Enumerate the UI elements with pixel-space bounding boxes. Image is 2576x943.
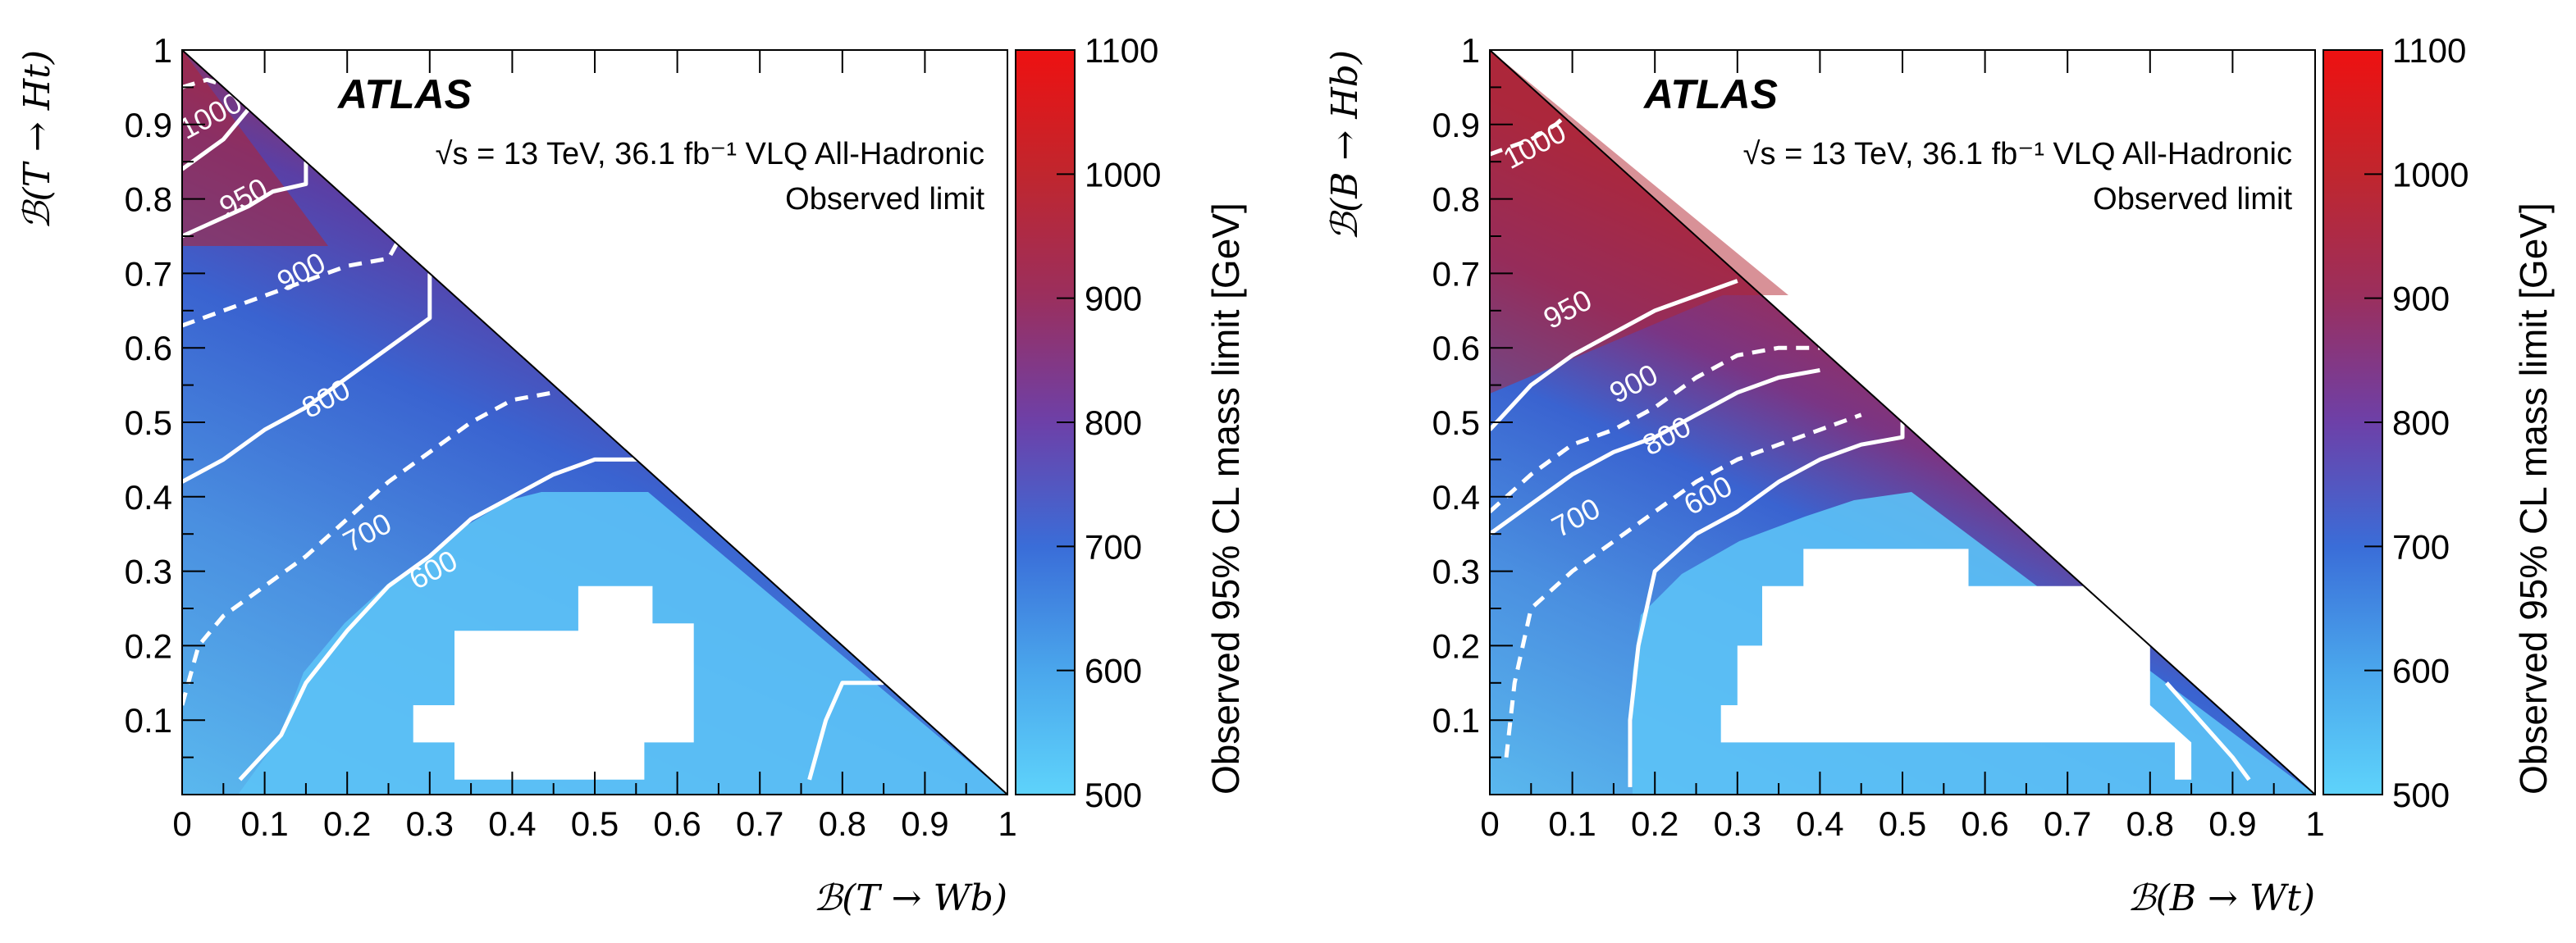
left-x-axis-title: ℬ(T → Wb) [814,877,1008,919]
right-y-tick-label-5: 0.6 [1432,329,1480,367]
right-x-tick-label-0: 0 [1480,804,1499,843]
right-contour-600-6 [2165,681,2251,781]
left-y-tick-label-9: 1 [153,31,172,70]
right-y-tick-label-6: 0.7 [1432,254,1480,293]
right-cb-tick-label-6: 1100 [2392,31,2466,70]
left-contours [180,77,884,781]
right-x-tick-label-10: 1 [2305,804,2324,843]
left-y-tick-label-6: 0.7 [125,254,172,293]
left-x-tick-label-2: 0.2 [323,804,371,843]
right-y-ticks: 0.1 0.2 0.3 0.4 0.5 0.6 0.7 0.8 0.9 1 [1432,31,1513,758]
left-cb-tick-label-2: 700 [1085,527,1142,566]
left-contour-600-7 [807,681,884,781]
left-contour-1000-1 [180,108,250,171]
right-cb-tick-label-1: 600 [2392,652,2450,690]
left-y-tick-label-5: 0.6 [125,329,172,367]
left-y-tick-label-0: 0.1 [125,701,172,740]
left-x-tick-label-8: 0.8 [819,804,866,843]
right-diagonal [1489,49,2316,795]
right-cb-tick-label-4: 900 [2392,280,2450,318]
left-y-tick-label-7: 0.8 [125,180,172,219]
right-y-tick-label-1: 0.2 [1432,626,1480,665]
left-y-tick-label-1: 0.2 [125,626,172,665]
right-x-tick-label-8: 0.8 [2126,804,2174,843]
left-y-tick-label-4: 0.5 [125,403,172,442]
right-y-tick-label-0: 0.1 [1432,701,1480,740]
left-cb-tick-label-1: 600 [1085,652,1142,690]
right-colorbar-title: Observed 95% CL mass limit [GeV] [2512,203,2555,795]
right-x-tick-label-5: 0.5 [1879,804,1926,843]
right-x-tick-label-3: 0.3 [1714,804,1761,843]
left-cb-tick-label-3: 800 [1085,403,1142,442]
left-x-tick-label-1: 0.1 [240,804,288,843]
right-contour-900-2 [1488,345,1820,513]
left-energy-label: √s = 13 TeV, 36.1 fb⁻¹ VLQ All-Hadronic [436,137,984,171]
left-cb-tick-label-5: 1000 [1085,155,1161,194]
right-y-axis-title: ℬ(B → Hb) [1324,50,1366,241]
left-y-tick-label-3: 0.4 [125,478,172,517]
right-high-mass-corner [1490,50,1788,394]
right-y-tick-label-7: 0.8 [1432,180,1480,219]
right-x-ticks: 0 0.1 0.2 0.3 0.4 0.5 0.6 0.7 0.8 0.9 1 [1480,50,2325,843]
left-contour-950-2 [180,162,308,239]
left-white-hole-0 [413,585,694,780]
right-x-tick-label-9: 0.9 [2208,804,2256,843]
right-contour-800-3 [1488,367,1820,536]
left-x-tick-label-5: 0.5 [571,804,619,843]
left-colorbar-title: Observed 95% CL mass limit [GeV] [1204,203,1247,795]
right-x-tick-label-2: 0.2 [1631,804,1679,843]
right-contours [1488,107,2251,787]
left-x-ticks: 0 0.1 0.2 0.3 0.4 0.5 0.6 0.7 0.8 0.9 1 [172,50,1017,843]
left-cb-tick-label-6: 1100 [1085,31,1158,70]
right-cb-tick-label-5: 1000 [2392,155,2469,194]
right-x-tick-label-4: 0.4 [1796,804,1843,843]
left-y-ticks: 0.1 0.2 0.3 0.4 0.5 0.6 0.7 0.8 0.9 1 [125,31,205,758]
left-cb-tick-label-0: 500 [1085,776,1142,814]
left-x-tick-label-3: 0.3 [406,804,454,843]
right-cb-tick-label-3: 800 [2392,403,2450,442]
left-limit-label: Observed limit [785,182,984,216]
left-diagonal [181,49,1008,795]
left-atlas-label: ATLAS [336,71,472,117]
left-cb-tick-label-4: 900 [1085,280,1142,318]
left-x-tick-label-6: 0.6 [653,804,701,843]
right-limit-label: Observed limit [2093,182,2292,216]
right-y-tick-label-3: 0.4 [1432,478,1480,517]
left-x-tick-label-7: 0.7 [736,804,783,843]
right-cb-tick-label-2: 700 [2392,527,2450,566]
left-x-tick-label-10: 1 [998,804,1016,843]
left-y-tick-label-2: 0.3 [125,553,172,591]
left-high-mass-corner [182,50,328,246]
right-atlas-label: ATLAS [1642,71,1778,117]
left-contour-800-4 [180,273,432,484]
right-white-hole-0 [1720,549,2192,780]
right-contour-600-5 [1628,422,1905,787]
left-x-tick-label-0: 0 [172,804,191,843]
right-y-tick-label-8: 0.9 [1432,106,1480,144]
right-x-tick-label-6: 0.6 [1961,804,2008,843]
left-contour-1000-0 [181,77,233,89]
right-y-tick-label-2: 0.3 [1432,553,1480,591]
right-white-region [1720,549,2192,780]
right-contour-950-1 [1488,279,1738,431]
right-x-tick-label-7: 0.7 [2044,804,2091,843]
left-x-tick-label-4: 0.4 [488,804,536,843]
left-x-tick-label-9: 0.9 [901,804,948,843]
right-colorbar-ticks: 500 600 700 800 900 1000 1100 [2364,31,2469,814]
left-y-tick-label-8: 0.9 [125,106,172,144]
right-x-axis-title: ℬ(B → Wt) [2127,877,2315,919]
left-contour-700-5 [180,390,555,706]
left-colorbar-ticks: 500 600 700 800 900 1000 1100 [1057,31,1161,814]
right-cb-tick-label-0: 500 [2392,776,2450,814]
right-energy-label: √s = 13 TeV, 36.1 fb⁻¹ VLQ All-Hadronic [1743,137,2292,171]
right-y-tick-label-4: 0.5 [1432,403,1480,442]
right-x-tick-label-1: 0.1 [1548,804,1596,843]
left-white-region [413,585,694,780]
left-contour-600-6 [238,457,645,781]
right-y-tick-label-9: 1 [1461,31,1480,70]
left-y-axis-title: ℬ(T → Ht) [16,50,58,230]
